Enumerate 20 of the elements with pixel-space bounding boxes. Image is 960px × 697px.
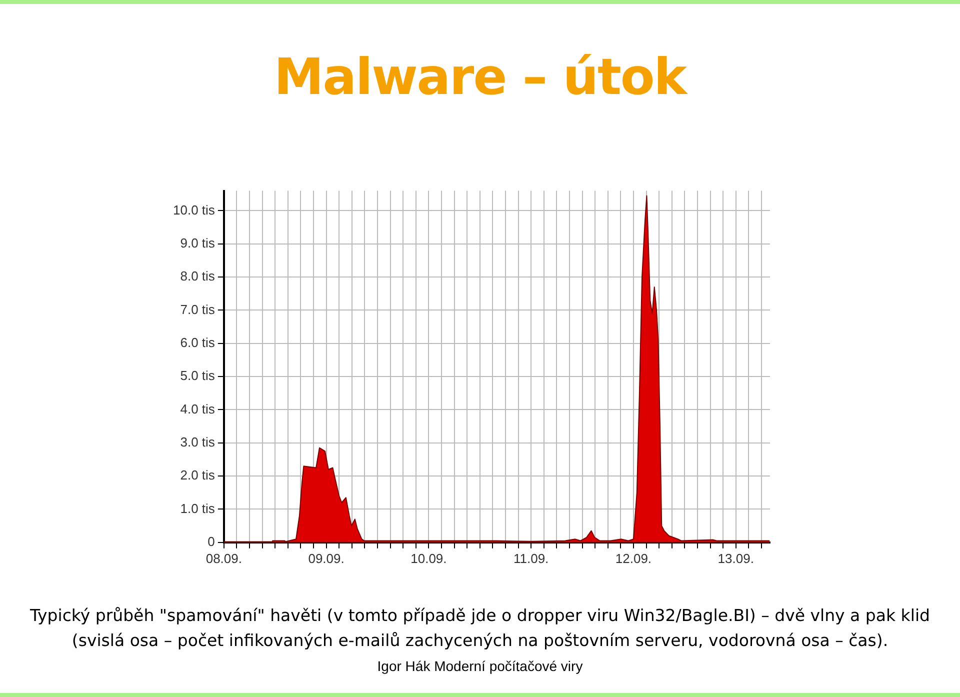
x-tick-label: 08.09. [206,550,242,566]
y-tick-label: 8.0 tis [180,268,216,284]
y-tick-label: 6.0 tis [180,334,216,350]
x-tick-label: 10.09. [410,550,447,566]
y-tick-label: 7.0 tis [180,302,216,317]
y-tick-label: 5.0 tis [180,368,216,384]
y-tick-label: 3.0 tis [180,434,216,450]
chart-title: Malware – útok [272,48,689,106]
x-tick-label: 12.09. [615,550,652,566]
y-tick-label: 0 [208,534,215,549]
y-tick-label: 4.0 tis [180,401,216,416]
x-tick-label: 13.09. [718,550,754,566]
y-tick-label: 9.0 tis [180,235,216,250]
text: Igor Hák Moderní počítačové viry [376,658,584,674]
y-tick-label: 10.0 tis [172,202,216,218]
text: Typický průběh "spamování" havěti (v tomto případě jde o dropper viru Win32/Bagle.BI) – dvě vlny a pak klid (svislá osa – počet infikovaných e-mailů zachycených na poštovním serveru, vodorovná osa – čas). [28,605,931,652]
y-tick-label: 1.0 tis [180,500,216,516]
x-tick-label: 09.09. [308,550,344,566]
y-tick-label: 2.0 tis [180,468,216,483]
x-tick-label: 11.09. [513,550,549,566]
